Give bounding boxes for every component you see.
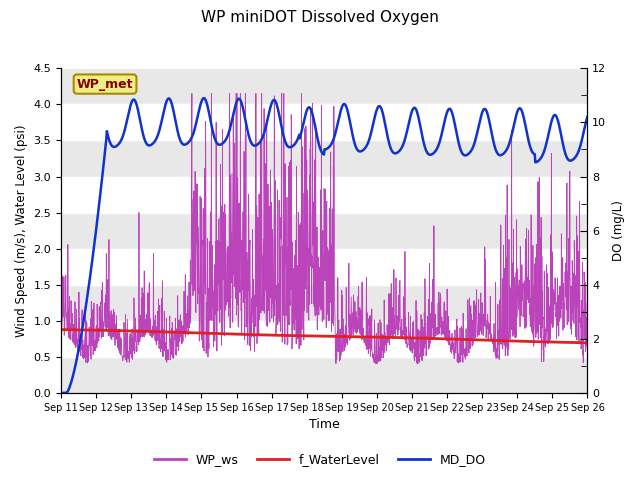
Legend: WP_ws, f_WaterLevel, MD_DO: WP_ws, f_WaterLevel, MD_DO bbox=[149, 448, 491, 471]
X-axis label: Time: Time bbox=[309, 419, 340, 432]
Text: WP_met: WP_met bbox=[77, 78, 133, 91]
Bar bbox=[61, 104, 588, 141]
Y-axis label: Wind Speed (m/s), Water Level (psi): Wind Speed (m/s), Water Level (psi) bbox=[15, 124, 28, 337]
Bar bbox=[61, 177, 588, 213]
Bar bbox=[61, 249, 588, 285]
Bar bbox=[61, 321, 588, 357]
Text: WP miniDOT Dissolved Oxygen: WP miniDOT Dissolved Oxygen bbox=[201, 10, 439, 24]
Y-axis label: DO (mg/L): DO (mg/L) bbox=[612, 200, 625, 261]
